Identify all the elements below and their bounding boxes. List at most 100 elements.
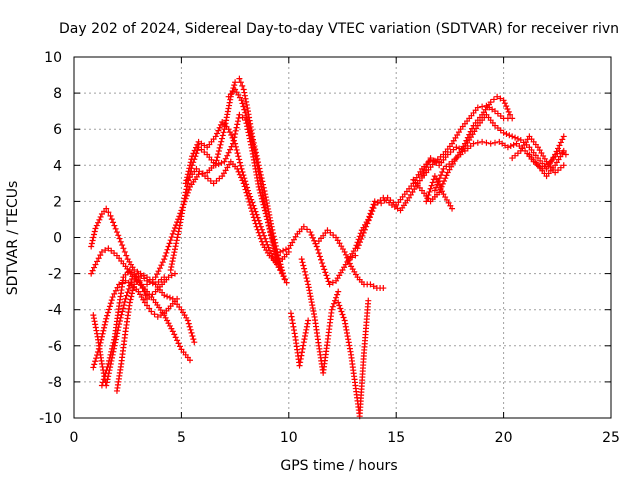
data-point: [278, 270, 285, 277]
data-point: [185, 168, 192, 175]
data-point: [171, 270, 178, 277]
data-point: [504, 144, 511, 151]
data-point: [219, 135, 226, 142]
data-point: [246, 125, 253, 132]
data-point: [121, 248, 128, 255]
data-point: [219, 132, 226, 139]
data-point: [218, 159, 225, 166]
data-point: [470, 140, 477, 147]
data-point: [92, 321, 99, 328]
data-point: [274, 257, 281, 264]
series-arc-24: [423, 173, 456, 212]
data-point: [106, 357, 113, 364]
data-point: [367, 281, 374, 288]
series-arc-11: [225, 86, 284, 273]
data-point: [110, 339, 117, 346]
data-point: [328, 306, 335, 313]
data-point: [355, 242, 362, 249]
data-point: [224, 152, 231, 159]
data-point: [232, 127, 239, 134]
data-point: [474, 139, 481, 146]
data-point: [368, 211, 375, 218]
data-point: [215, 148, 222, 155]
data-point: [107, 212, 114, 219]
data-point: [187, 159, 194, 166]
data-point: [492, 139, 499, 146]
y-tick-label: 2: [53, 194, 62, 210]
data-point: [557, 139, 564, 146]
data-point: [322, 269, 329, 276]
data-point: [323, 272, 330, 279]
data-point: [212, 162, 219, 169]
data-point: [418, 173, 425, 180]
data-point: [167, 266, 174, 273]
data-point: [152, 274, 159, 281]
data-point: [433, 184, 440, 191]
data-point: [433, 176, 440, 183]
data-point: [380, 285, 387, 292]
data-marks: [88, 75, 569, 420]
data-point: [193, 144, 200, 151]
data-point: [221, 158, 228, 165]
data-point: [108, 297, 115, 304]
data-point: [90, 315, 97, 322]
data-point: [188, 156, 195, 163]
data-point: [185, 320, 192, 327]
data-point: [91, 228, 98, 235]
data-point: [98, 248, 105, 255]
data-point: [436, 175, 443, 182]
axis-ticks: [73, 56, 612, 419]
data-point: [423, 198, 430, 205]
data-point: [313, 243, 320, 250]
data-point: [272, 251, 279, 258]
data-point: [91, 361, 98, 368]
data-point: [135, 274, 142, 281]
data-point: [426, 158, 433, 165]
data-point: [330, 300, 337, 307]
data-point: [111, 336, 118, 343]
data-point: [277, 266, 284, 273]
data-point: [242, 186, 249, 193]
data-point: [500, 129, 507, 136]
data-point: [297, 355, 304, 362]
data-point: [251, 217, 258, 224]
data-point: [503, 103, 510, 110]
data-point: [97, 252, 104, 259]
data-point: [243, 112, 250, 119]
data-point: [247, 128, 254, 135]
data-point: [346, 260, 353, 267]
data-point: [308, 231, 315, 238]
data-point: [94, 258, 101, 265]
chart-title: Day 202 of 2024, Sidereal Day-to-day VTE…: [59, 21, 619, 37]
data-point: [271, 248, 278, 255]
data-point: [225, 126, 232, 133]
data-point: [194, 141, 201, 148]
data-point: [233, 124, 240, 131]
data-point: [235, 168, 242, 175]
data-point: [111, 222, 118, 229]
data-point: [365, 297, 372, 304]
data-point: [232, 131, 239, 138]
data-point: [238, 97, 245, 104]
data-point: [107, 300, 114, 307]
data-point: [504, 105, 511, 112]
data-point: [250, 214, 257, 221]
data-point: [105, 209, 112, 216]
data-point: [214, 154, 221, 161]
data-point: [239, 114, 246, 121]
data-point: [195, 171, 202, 178]
data-point: [246, 198, 253, 205]
data-point: [487, 99, 494, 106]
data-point: [248, 208, 255, 215]
data-point: [280, 273, 287, 280]
data-point: [232, 143, 239, 150]
data-point: [424, 195, 431, 202]
data-point: [136, 277, 143, 284]
data-point: [112, 287, 119, 294]
data-point: [378, 200, 385, 207]
data-point: [319, 260, 326, 267]
data-point: [439, 188, 446, 195]
data-point: [243, 98, 250, 105]
series-arc-15: [315, 227, 387, 292]
data-point: [552, 151, 559, 158]
